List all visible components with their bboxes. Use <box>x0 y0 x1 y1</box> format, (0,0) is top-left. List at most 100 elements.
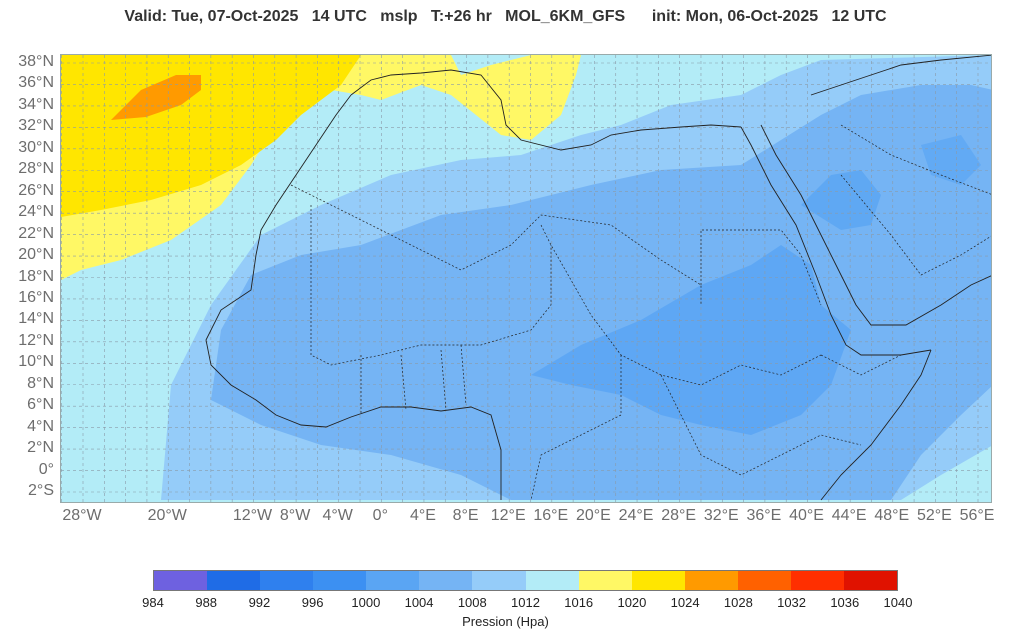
colorbar-tick-label: 1004 <box>404 595 434 610</box>
colorbar-tick-label: 1032 <box>777 595 807 610</box>
colorbar-swatch <box>260 571 314 590</box>
colorbar-swatch <box>472 571 526 590</box>
colorbar-swatch <box>790 571 845 590</box>
init-date: init: Mon, 06-Oct-2025 <box>651 8 819 25</box>
longitude-label: 44°E <box>831 507 867 524</box>
colorbar-swatch <box>684 571 738 590</box>
longitude-label: 8°E <box>452 507 479 524</box>
latitude-label: 38°N <box>18 53 54 70</box>
colorbar-tick-label: 1028 <box>723 595 753 610</box>
colorbar-tick-label: 984 <box>142 595 164 610</box>
longitude-label: 4°W <box>322 507 353 524</box>
pressure-zone-1000 <box>921 135 981 185</box>
colorbar-swatch <box>419 571 473 590</box>
coastlines <box>205 55 991 501</box>
pressure-zone-1000 <box>801 170 881 230</box>
latitude-label: 12°N <box>18 331 54 349</box>
latitude-label: 4°N <box>27 417 54 435</box>
latitude-label: 24°N <box>18 203 54 221</box>
colorbar-swatch <box>313 571 367 590</box>
border-line <box>820 354 902 376</box>
longitude-label: 32°E <box>703 507 739 524</box>
longitude-label: 28°E <box>661 507 697 524</box>
colorbar-swatch <box>366 571 420 590</box>
east-africa-coast <box>820 349 932 501</box>
colorbar-swatch <box>844 571 898 590</box>
country-borders <box>290 124 991 501</box>
latitude-label: 18°N <box>18 267 54 285</box>
longitude-label: 4°E <box>409 507 436 524</box>
latitude-label: 26°N <box>18 181 54 199</box>
pressure-map <box>60 54 992 503</box>
colorbar-swatch <box>207 571 261 590</box>
longitude-label: 16°E <box>533 507 569 524</box>
init-hour: 12 UTC <box>831 8 887 25</box>
arabia-coast <box>760 124 991 326</box>
colorbar-tick-label: 1024 <box>670 595 700 610</box>
longitude-label: 28°W <box>62 507 102 524</box>
border-line <box>310 205 552 366</box>
latitude-label: 20°N <box>18 246 54 264</box>
longitude-label: 20°E <box>575 507 611 524</box>
colorbar-tick-label: 996 <box>301 595 324 610</box>
colorbar-title: Pression (Hpa) <box>462 614 549 629</box>
border-line <box>360 344 467 415</box>
longitude-label: 0° <box>372 507 388 524</box>
colorbar-swatch <box>578 571 632 590</box>
valid-date: Valid: Tue, 07-Oct-2025 <box>124 8 299 25</box>
colorbar-tick-label: 1036 <box>830 595 860 610</box>
border-line <box>290 184 702 305</box>
mediterranean-coast <box>350 69 742 151</box>
colorbar-tick-label: 988 <box>195 595 218 610</box>
latitude-label: 10°N <box>18 353 54 371</box>
longitude-label: 12°W <box>232 507 273 524</box>
longitude-label: 24°E <box>618 507 654 524</box>
longitude-label: 8°W <box>279 507 311 524</box>
latitude-label: 34°N <box>18 95 54 113</box>
field-name: mslp <box>380 8 418 25</box>
latitude-label: 6°N <box>27 396 54 414</box>
colorbar-tick-label: 1008 <box>457 595 487 610</box>
colorbar-tick-label: 1000 <box>351 595 381 610</box>
chart-title: Valid: Tue, 07-Oct-2025 14 UTC mslp T:+2… <box>0 8 1011 26</box>
colorbar-tick-label: 1016 <box>564 595 594 610</box>
latitude-label: 8°N <box>27 374 54 392</box>
longitude-label: 12°E <box>490 507 526 524</box>
colorbar-tick-label: 1012 <box>511 595 540 610</box>
colorbar-swatch <box>525 571 579 590</box>
border-line <box>700 229 822 306</box>
border-line <box>840 174 991 276</box>
graticule <box>61 55 991 502</box>
colorbar-swatch <box>631 571 685 590</box>
latitude-label: 36°N <box>18 74 54 92</box>
latitude-label: 32°N <box>18 117 54 135</box>
west-africa-coast <box>205 94 502 500</box>
pressure-zone-1024 <box>111 75 201 120</box>
latitude-label: 22°N <box>18 224 54 242</box>
pressure-zone-1000 <box>531 245 851 435</box>
colorbar-swatch <box>154 571 208 590</box>
latitude-label: 30°N <box>18 138 54 156</box>
border-line <box>840 124 991 195</box>
latitude-label: 2°N <box>27 439 54 457</box>
latitude-label: 16°N <box>18 288 54 306</box>
longitude-label: 52°E <box>916 507 952 524</box>
model-name: MOL_6KM_GFS <box>505 8 626 25</box>
red-sea-west-coast <box>740 126 932 356</box>
colorbar <box>153 570 898 591</box>
lead-time: T:+26 hr <box>430 8 492 25</box>
border-line <box>660 374 862 476</box>
latitude-label: 0° <box>38 460 54 478</box>
latitude-label: 28°N <box>18 160 54 178</box>
border-line <box>530 355 622 501</box>
valid-hour: 14 UTC <box>311 8 367 25</box>
longitude-label: 56°E <box>959 507 995 524</box>
longitude-label: 20°W <box>147 507 187 524</box>
colorbar-tick-label: 1040 <box>883 595 913 610</box>
colorbar-swatch <box>737 571 791 590</box>
colorbar-tick-label: 1020 <box>617 595 647 610</box>
latitude-label: 14°N <box>18 310 54 328</box>
longitude-label: 48°E <box>874 507 910 524</box>
longitude-label: 36°E <box>746 507 782 524</box>
longitude-label: 40°E <box>789 507 824 524</box>
